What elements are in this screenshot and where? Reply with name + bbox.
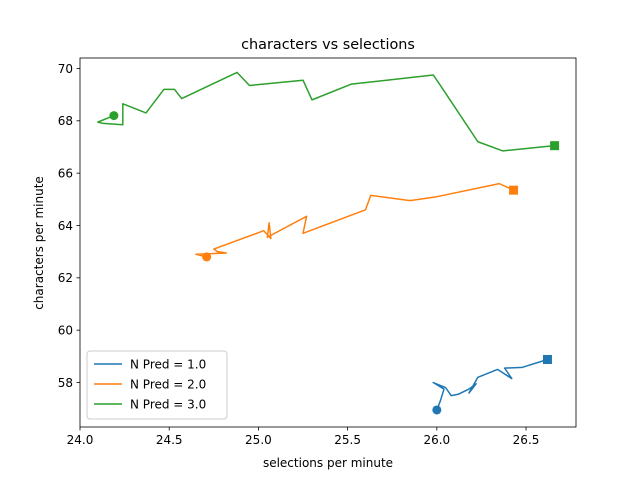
legend-label-1: N Pred = 1.0 (130, 357, 206, 371)
plot-frame (79, 57, 577, 428)
x-tick-label: 26.5 (513, 433, 540, 447)
x-tick-label: 25.5 (334, 433, 361, 447)
series-end-marker-1 (542, 354, 552, 364)
series-start-marker-1 (432, 405, 442, 415)
series-end-marker-2 (509, 185, 519, 195)
x-tick-label: 24.0 (67, 433, 94, 447)
y-tick-label: 62 (58, 271, 73, 285)
series-end-marker-3 (550, 141, 560, 151)
x-tick-label: 24.5 (156, 433, 183, 447)
y-axis-ticks: 58 60 62 64 66 68 70 (58, 62, 80, 390)
series-line-2 (195, 182, 514, 258)
legend-label-3: N Pred = 3.0 (130, 397, 206, 411)
chart-title: characters vs selections (241, 37, 415, 53)
y-tick-label: 60 (58, 323, 73, 337)
y-tick-label: 68 (58, 114, 73, 128)
series-line-1 (432, 358, 548, 411)
series-start-marker-2 (202, 252, 212, 262)
y-tick-label: 64 (58, 219, 73, 233)
legend-box (86, 350, 228, 420)
y-tick-label: 58 (58, 376, 73, 390)
series-line-3 (97, 71, 555, 152)
legend: N Pred = 1.0 N Pred = 2.0 N Pred = 3.0 (86, 350, 228, 420)
y-axis-label: characters per minute (32, 176, 46, 310)
y-tick-label: 66 (58, 166, 73, 180)
plot-content (97, 71, 560, 415)
y-tick-label: 70 (58, 62, 73, 76)
x-tick-label: 25.0 (245, 433, 272, 447)
legend-label-2: N Pred = 2.0 (130, 377, 206, 391)
x-axis-ticks: 24.0 24.5 25.0 25.5 26.0 26.5 (67, 427, 540, 447)
series-start-marker-3 (109, 111, 119, 121)
x-axis-label: selections per minute (263, 456, 393, 470)
x-tick-label: 26.0 (423, 433, 450, 447)
